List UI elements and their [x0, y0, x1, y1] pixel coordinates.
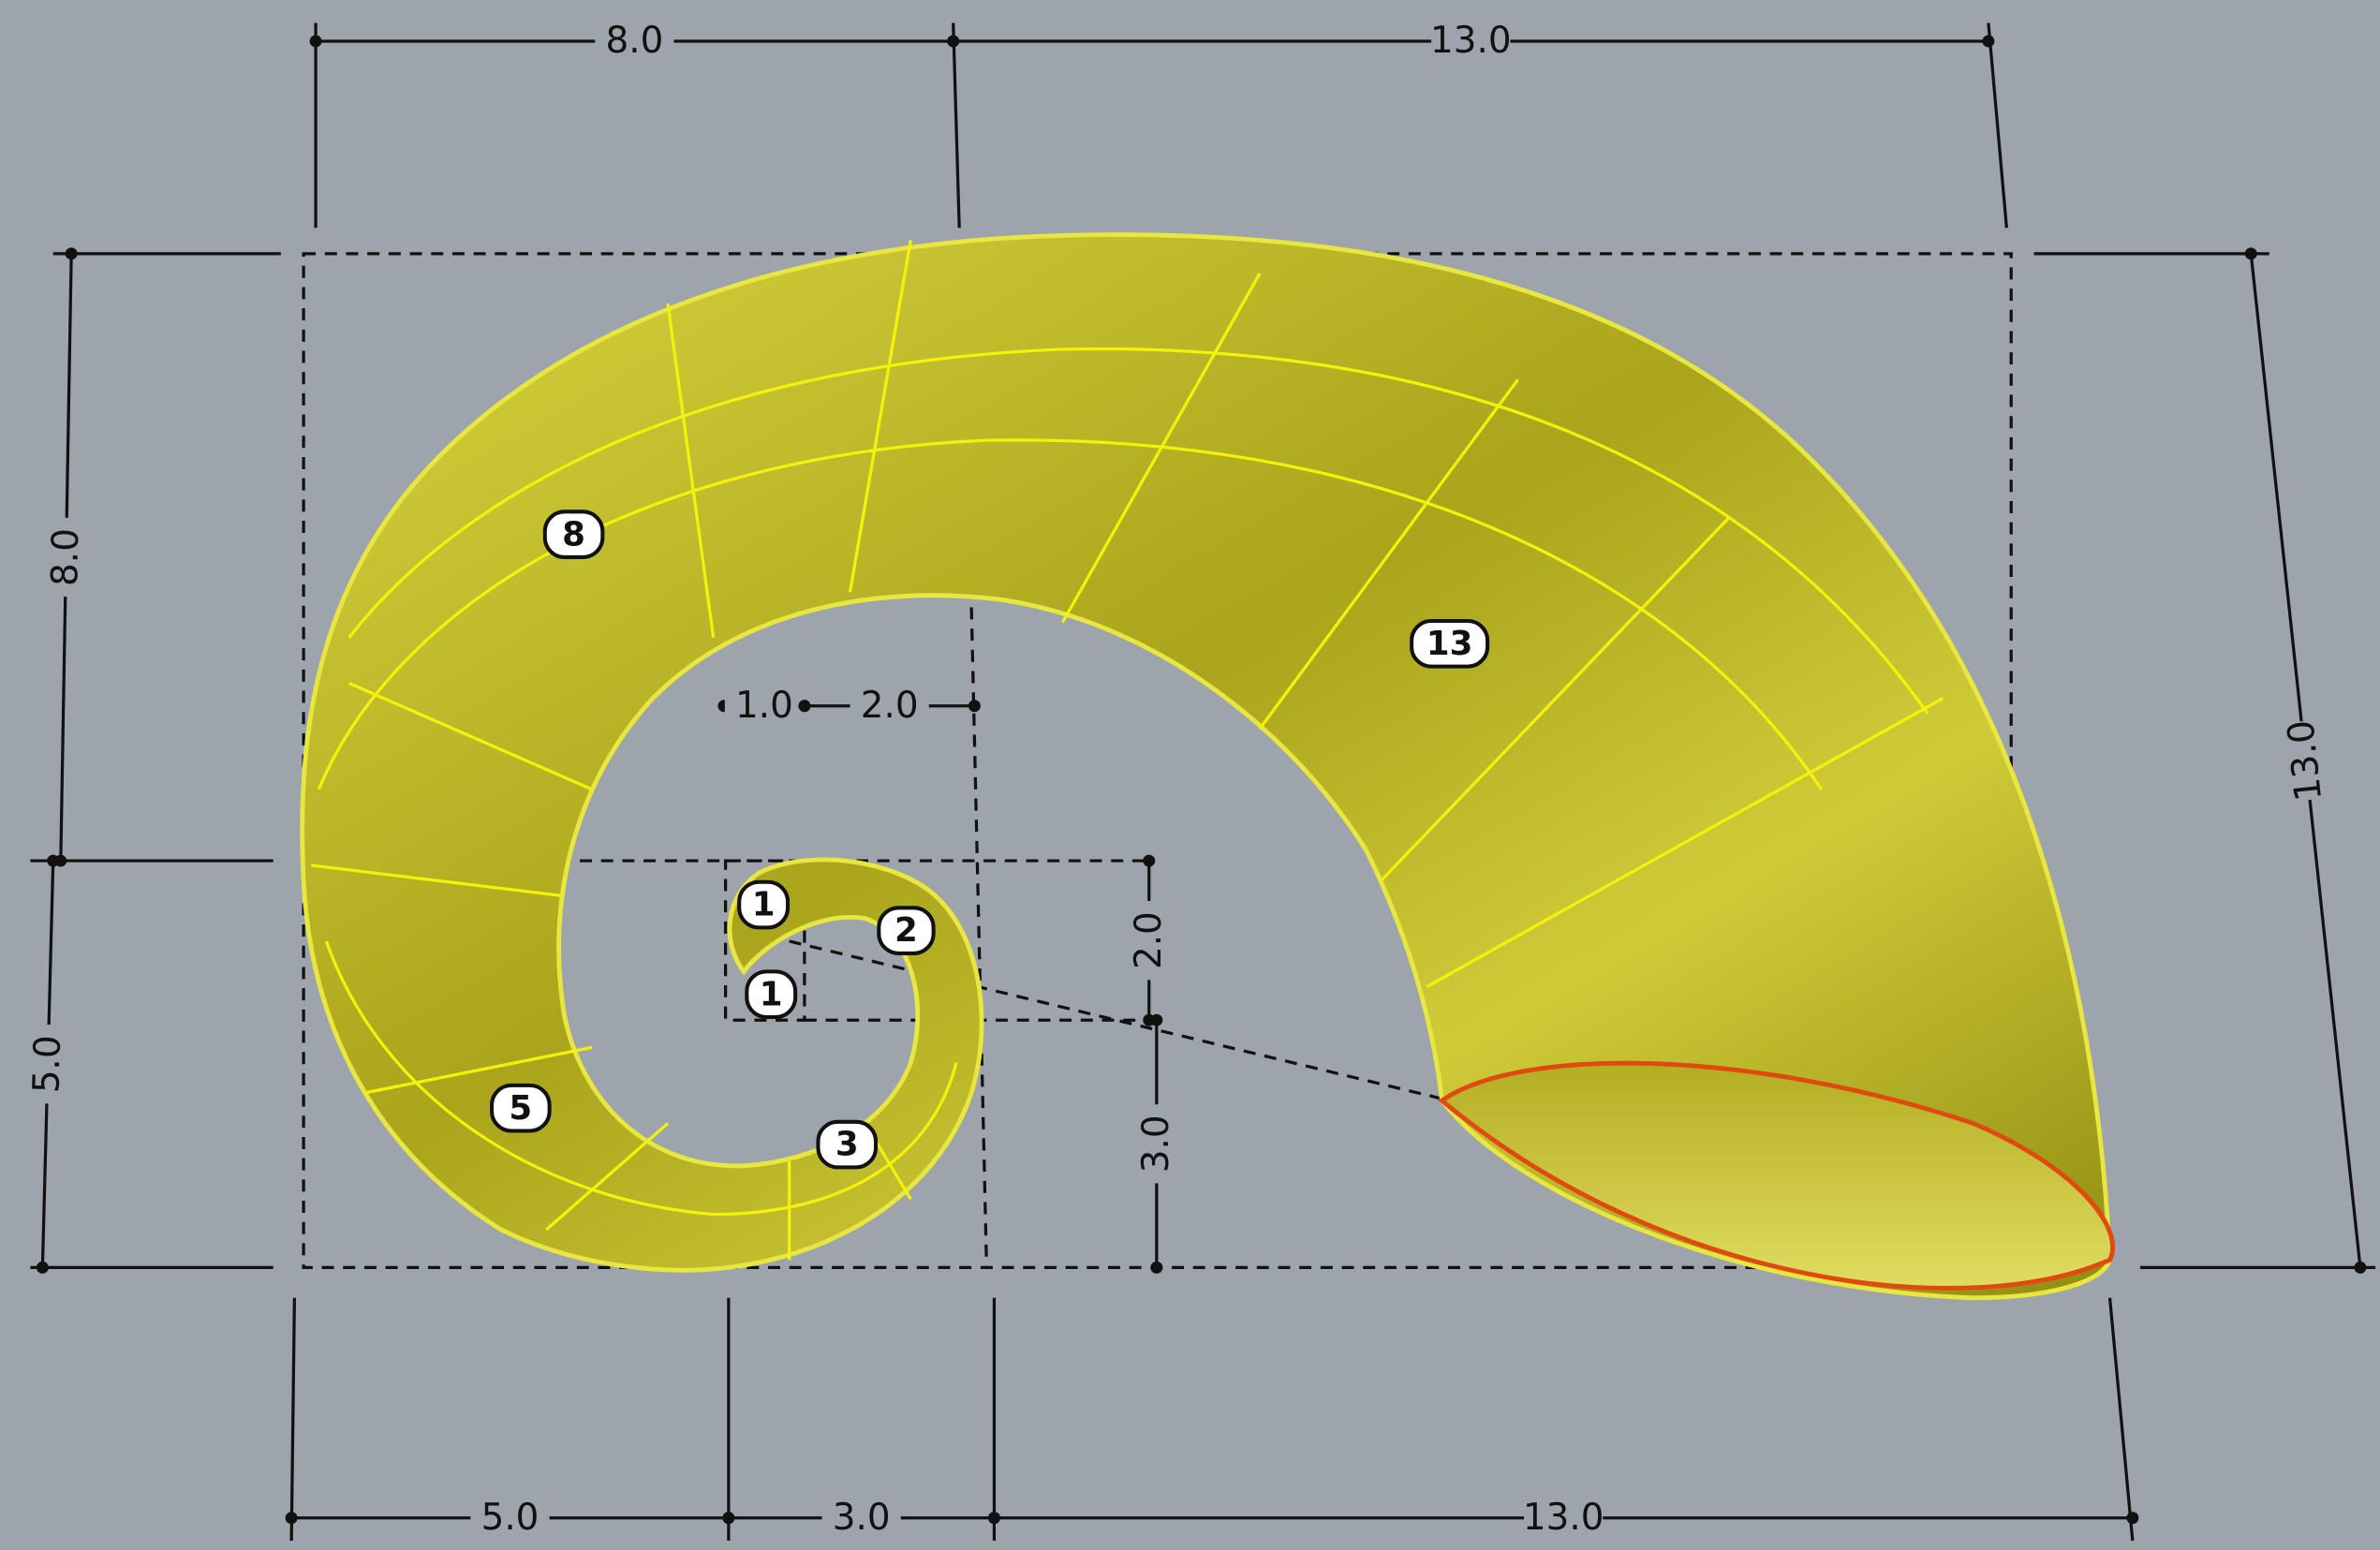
dimension-label-bg	[470, 1497, 550, 1540]
dimension: 8.0	[44, 517, 88, 598]
dimension-label-bg	[1431, 20, 1511, 63]
dimension-label: 2.0	[1128, 911, 1170, 969]
marker-box	[877, 906, 936, 955]
dimension-label: 5.0	[481, 1497, 540, 1539]
dimension: 3.0	[1135, 1104, 1178, 1184]
dimension-label: 13.0	[2280, 718, 2330, 804]
dimension-label-bg	[25, 1024, 70, 1104]
iso-curves	[311, 239, 1944, 1261]
marker-box	[542, 509, 605, 559]
dimensions: 8.0 13.0 8.0 5.0 13.0 5.0 3.0 13.0 1.0 2.0 2.0 3.0	[25, 20, 2367, 1540]
dimension-label-bg	[1128, 901, 1171, 981]
dimension-end	[1150, 1261, 1163, 1274]
marker-label: 8	[562, 515, 585, 554]
marker-box	[490, 1083, 552, 1133]
dimension-end	[968, 700, 981, 713]
marker-label: 1	[752, 886, 776, 924]
marker-label: 13	[1427, 625, 1473, 663]
dimension-end	[47, 854, 60, 867]
dimension-label-bg	[44, 517, 88, 598]
dimension-label-bg	[724, 685, 805, 728]
dimension-label-bg	[2280, 718, 2331, 803]
marker-label: 3	[835, 1126, 859, 1164]
horn-opening	[1438, 1060, 2116, 1291]
dimension-label: 3.0	[1135, 1115, 1177, 1173]
dimension: 13.0	[2280, 718, 2331, 804]
marker-label: 1	[760, 975, 783, 1013]
dimension: 1.0	[724, 685, 805, 728]
marker-box	[816, 1119, 879, 1170]
dimension-end	[2244, 247, 2257, 260]
dimension: 8.0	[595, 20, 674, 63]
markers: 8 13 5 3 2 1 1	[490, 509, 1490, 1170]
dimension-end	[722, 1512, 735, 1525]
dimension-label-bg	[595, 20, 674, 63]
dimension-label: 5.0	[25, 1035, 69, 1094]
marker-label: 5	[509, 1089, 532, 1128]
dimension-end	[798, 700, 811, 713]
dimension-end	[2354, 1261, 2367, 1274]
dimension-label-bg	[850, 685, 929, 728]
dimension: 5.0	[25, 1024, 70, 1104]
dimension: 2.0	[1128, 901, 1171, 981]
dimension: 5.0	[470, 1497, 550, 1540]
dimension-end	[947, 35, 960, 48]
dimension-label: 1.0	[735, 685, 793, 727]
marker-label: 2	[894, 911, 918, 950]
dimension-end	[987, 1512, 1000, 1525]
dimension-end	[309, 35, 322, 48]
dimension: 13.0	[1430, 20, 1512, 63]
dimension-end	[1143, 854, 1156, 867]
dimension-label: 13.0	[1430, 20, 1512, 62]
dimension-label: 13.0	[1523, 1497, 1604, 1539]
dimension-label-bg	[1135, 1104, 1178, 1184]
extension-lines	[30, 22, 2376, 1542]
marker-box	[1410, 618, 1490, 669]
dimension-end	[1982, 35, 1995, 48]
dimension-label: 8.0	[44, 528, 87, 587]
horn-surface	[300, 232, 2112, 1301]
dimension: 3.0	[821, 1497, 901, 1540]
dimension-label: 2.0	[861, 685, 919, 727]
dimension-label: 8.0	[605, 20, 663, 62]
dimension-end	[36, 1261, 49, 1274]
dimension-label-bg	[1524, 1497, 1604, 1540]
dimension-end	[1150, 1013, 1163, 1026]
dimension-end	[285, 1512, 298, 1525]
dimension-label-bg	[821, 1497, 901, 1540]
dimension-label: 3.0	[833, 1497, 891, 1539]
dimension-end	[2126, 1512, 2139, 1525]
dimension: 2.0	[850, 685, 929, 728]
dimension: 13.0	[1523, 1497, 1604, 1540]
dimension-end	[65, 247, 78, 260]
marker-box	[745, 969, 798, 1020]
marker-box	[737, 879, 791, 930]
